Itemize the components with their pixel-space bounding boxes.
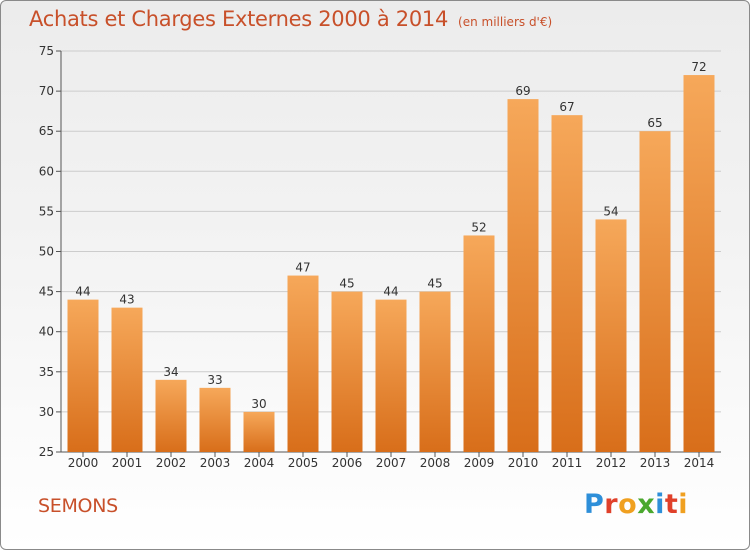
bar-value-label: 47	[295, 261, 310, 275]
x-tick-label: 2007	[376, 456, 407, 470]
bar-value-label: 43	[119, 293, 134, 307]
chart-title-text: Achats et Charges Externes 2000 à 2014	[29, 7, 449, 31]
bar-value-label: 44	[75, 285, 90, 299]
logo-letter: x	[637, 489, 656, 520]
bar-2012	[595, 219, 627, 452]
x-tick-label: 2000	[68, 456, 99, 470]
bar-2005	[287, 275, 319, 452]
proxiti-logo: Proxiti	[584, 489, 688, 520]
logo-letter: r	[604, 489, 619, 520]
bar-2007	[375, 299, 407, 452]
bar-value-label: 54	[603, 204, 618, 218]
x-tick-label: 2013	[640, 456, 671, 470]
x-tick-label: 2009	[464, 456, 495, 470]
y-tick-label: 25	[39, 445, 54, 459]
logo-letter: t	[664, 489, 679, 520]
bar-2004	[243, 411, 275, 452]
x-tick-label: 2014	[684, 456, 715, 470]
bar-value-label: 72	[691, 60, 706, 74]
y-tick-label: 60	[39, 164, 54, 178]
bar-value-label: 67	[559, 100, 574, 114]
chart-subtitle: (en milliers d'€)	[458, 15, 553, 29]
y-tick-label: 45	[39, 285, 54, 299]
bar-2009	[463, 235, 495, 452]
bar-value-label: 45	[339, 277, 354, 291]
logo-letter: P	[584, 489, 605, 520]
bar-value-label: 44	[383, 285, 398, 299]
bar-2006	[331, 291, 363, 452]
x-tick-label: 2012	[596, 456, 627, 470]
bar-value-label: 65	[647, 116, 662, 130]
x-tick-label: 2008	[420, 456, 451, 470]
bar-value-label: 34	[163, 365, 178, 379]
y-tick-label: 35	[39, 365, 54, 379]
y-tick-label: 40	[39, 325, 54, 339]
y-tick-label: 30	[39, 405, 54, 419]
logo-letter: i	[678, 489, 689, 520]
y-tick-label: 65	[39, 124, 54, 138]
x-tick-label: 2003	[200, 456, 231, 470]
bar-2003	[199, 387, 231, 452]
y-tick-label: 55	[39, 204, 54, 218]
bar-2013	[639, 131, 671, 452]
x-tick-label: 2006	[332, 456, 363, 470]
bar-2000	[67, 299, 99, 452]
bar-value-label: 52	[471, 220, 486, 234]
bar-2014	[683, 75, 715, 452]
bar-value-label: 69	[515, 84, 530, 98]
y-tick-label: 50	[39, 245, 54, 259]
bar-2011	[551, 115, 583, 452]
x-tick-label: 2001	[112, 456, 143, 470]
y-tick-label: 75	[39, 44, 54, 58]
x-tick-label: 2002	[156, 456, 187, 470]
bar-2008	[419, 291, 451, 452]
chart-title: Achats et Charges Externes 2000 à 2014 (e…	[29, 7, 552, 31]
bar-value-label: 33	[207, 373, 222, 387]
y-tick-label: 70	[39, 84, 54, 98]
bar-2002	[155, 379, 187, 452]
x-tick-label: 2011	[552, 456, 583, 470]
bar-2001	[111, 307, 143, 452]
logo-letter: i	[655, 489, 665, 520]
logo-letter: o	[618, 489, 638, 520]
x-tick-label: 2004	[244, 456, 275, 470]
bar-2010	[507, 99, 539, 453]
x-tick-label: 2005	[288, 456, 319, 470]
labels: 25 30 35 40 45 50 55 60 65 70 75 44 2000 43 2001 34 2002…	[39, 44, 715, 470]
x-tick-label: 2010	[508, 456, 539, 470]
bar-value-label: 30	[251, 397, 266, 411]
bar-value-label: 45	[427, 277, 442, 291]
location-name: SEMONS	[38, 495, 118, 517]
bars	[67, 75, 715, 453]
